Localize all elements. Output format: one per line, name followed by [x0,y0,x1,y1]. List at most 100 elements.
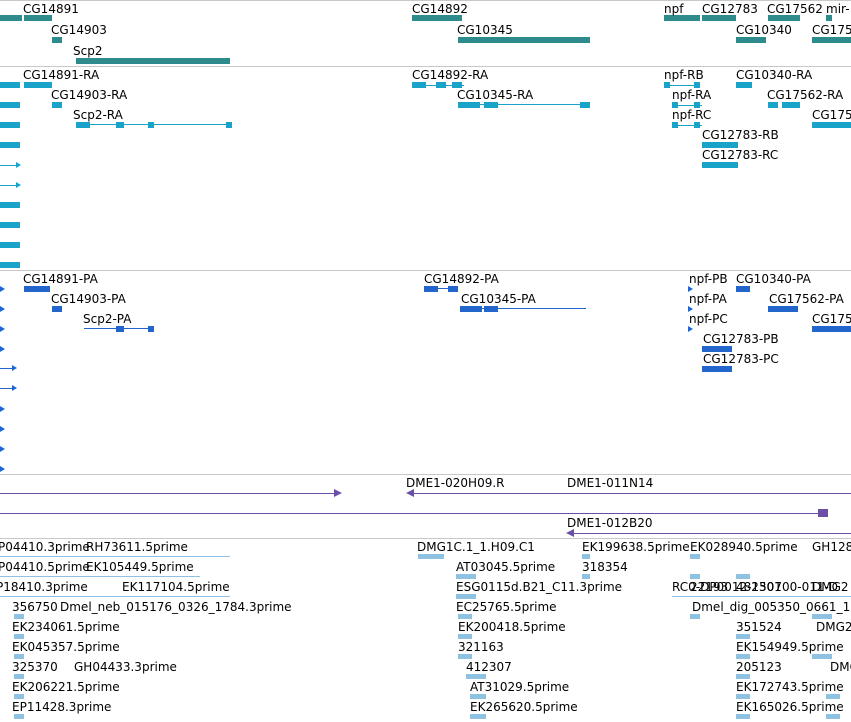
gene-feature[interactable] [0,15,22,21]
transcript-feature[interactable] [812,122,851,128]
clone-feature[interactable] [570,533,851,534]
protein-arrow[interactable] [0,326,5,332]
est-feature[interactable] [456,574,476,579]
transcript-intron[interactable] [0,185,18,186]
clone-feature[interactable] [0,513,826,514]
transcript-feature[interactable] [782,102,800,108]
est-feature[interactable] [14,634,24,639]
transcript-feature[interactable] [694,122,700,128]
transcript-intron[interactable] [672,125,702,126]
protein-arrow[interactable] [12,385,17,391]
transcript-feature[interactable] [148,122,154,128]
transcript-intron[interactable] [0,165,18,166]
gene-feature[interactable] [24,15,52,21]
protein-feature[interactable] [460,306,482,312]
protein-line[interactable] [424,288,458,289]
protein-arrow[interactable] [0,286,5,292]
est-feature[interactable] [736,694,750,699]
est-feature[interactable] [736,654,750,659]
protein-line[interactable] [460,308,586,309]
protein-line[interactable] [0,368,14,369]
transcript-feature[interactable] [452,82,462,88]
protein-feature[interactable] [116,326,124,332]
est-feature[interactable] [456,594,476,599]
est-feature[interactable] [458,634,472,639]
transcript-feature[interactable] [768,102,778,108]
protein-feature[interactable] [148,326,154,332]
gene-feature[interactable] [412,15,462,21]
est-feature[interactable] [690,614,700,619]
transcript-feature[interactable] [0,242,20,248]
protein-arrow[interactable] [688,306,693,312]
est-feature[interactable] [690,554,700,559]
clone-feature[interactable] [0,493,336,494]
protein-feature[interactable] [484,306,498,312]
est-feature[interactable] [470,694,486,699]
clone-feature[interactable] [408,493,851,494]
transcript-feature[interactable] [412,82,426,88]
gene-feature[interactable] [768,15,800,21]
est-feature[interactable] [14,654,24,659]
est-feature[interactable] [14,714,24,719]
transcript-feature[interactable] [736,82,752,88]
protein-feature[interactable] [448,286,458,292]
est-feature[interactable] [418,554,444,559]
protein-feature[interactable] [424,286,438,292]
est-feature[interactable] [14,674,24,679]
transcript-feature[interactable] [484,102,498,108]
gene-feature[interactable] [702,15,736,21]
transcript-feature[interactable] [0,222,20,228]
protein-arrow[interactable] [0,406,5,412]
protein-arrow[interactable] [0,446,5,452]
protein-arrow[interactable] [688,286,693,292]
gene-feature[interactable] [76,58,230,64]
gene-feature[interactable] [52,37,62,43]
transcript-intron[interactable] [458,104,590,105]
est-feature[interactable] [582,574,590,579]
transcript-feature[interactable] [580,102,590,108]
est-feature[interactable] [0,576,200,577]
protein-feature[interactable] [736,286,750,292]
est-feature[interactable] [736,714,750,719]
est-feature[interactable] [826,694,840,699]
transcript-feature[interactable] [664,82,670,88]
transcript-feature[interactable] [0,262,20,268]
transcript-feature[interactable] [436,82,446,88]
transcript-feature[interactable] [0,142,20,148]
transcript-feature[interactable] [0,202,20,208]
transcript-feature[interactable] [52,102,62,108]
protein-feature[interactable] [768,306,798,312]
transcript-intron[interactable] [76,124,232,125]
est-feature[interactable] [14,694,24,699]
protein-feature[interactable] [52,306,62,312]
transcript-feature[interactable] [226,122,232,128]
clone-feature[interactable] [818,509,828,517]
transcript-feature[interactable] [672,122,678,128]
transcript-feature[interactable] [458,102,480,108]
protein-feature[interactable] [702,346,732,352]
est-feature[interactable] [736,674,750,679]
est-feature[interactable] [14,614,24,619]
transcript-feature[interactable] [672,102,678,108]
est-feature[interactable] [672,596,851,597]
transcript-feature[interactable] [702,162,738,168]
est-feature[interactable] [812,654,832,659]
transcript-intron[interactable] [672,105,702,106]
est-feature[interactable] [458,614,472,619]
transcript-feature[interactable] [0,122,20,128]
protein-arrow[interactable] [12,365,17,371]
transcript-feature[interactable] [694,82,700,88]
est-feature[interactable] [736,574,750,579]
est-feature[interactable] [466,674,486,679]
est-feature[interactable] [582,554,590,559]
transcript-feature[interactable] [0,102,20,108]
transcript-feature[interactable] [0,82,20,88]
est-feature[interactable] [826,714,840,719]
est-feature[interactable] [812,596,851,597]
protein-arrow[interactable] [0,426,5,432]
transcript-feature[interactable] [76,122,90,128]
est-feature[interactable] [736,634,750,639]
gene-feature[interactable] [458,37,590,43]
est-feature[interactable] [0,596,230,597]
protein-line[interactable] [0,388,14,389]
